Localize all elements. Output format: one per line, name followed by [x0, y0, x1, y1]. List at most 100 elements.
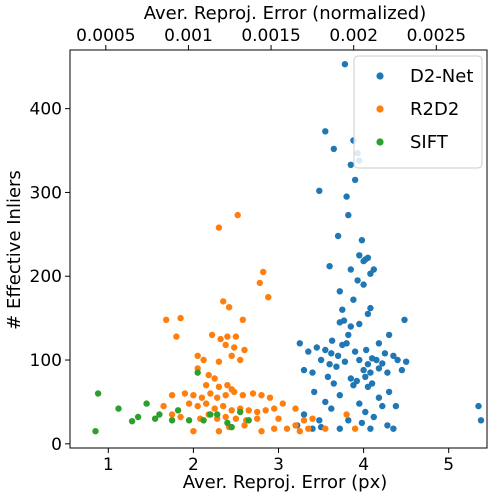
data-point	[300, 411, 308, 418]
data-point	[392, 402, 400, 410]
legend: D2-Net R2D2 SIFT	[353, 55, 483, 169]
y-tick-label: 300	[30, 183, 62, 203]
data-point	[214, 394, 221, 401]
data-point	[168, 411, 176, 418]
data-point	[156, 411, 163, 418]
x-tick-label: 1	[103, 455, 114, 475]
data-point	[360, 281, 367, 288]
data-point	[128, 418, 136, 425]
data-point	[254, 415, 261, 422]
data-point	[356, 356, 363, 364]
data-point	[207, 390, 214, 397]
data-point	[254, 408, 261, 416]
y-tick-label: 200	[30, 267, 62, 287]
data-point	[375, 365, 383, 372]
data-point	[358, 419, 366, 427]
x-tick-label: 5	[443, 455, 454, 475]
data-point	[309, 369, 316, 376]
data-point	[275, 415, 282, 422]
data-point	[258, 428, 265, 435]
data-point	[177, 314, 184, 322]
data-point	[151, 415, 159, 422]
data-point	[367, 369, 374, 376]
data-point	[194, 402, 201, 410]
legend-marker	[376, 138, 384, 146]
legend-marker	[376, 72, 384, 80]
data-point	[174, 407, 182, 414]
data-point	[334, 352, 342, 359]
top-axis-ticks: 0.0005 0.001 0.0015 0.002 0.0025	[76, 26, 466, 50]
data-point	[241, 422, 248, 429]
y-axis-ticks: 0 100 200 300 400	[30, 100, 70, 455]
y-tick-label: 0	[51, 435, 62, 455]
data-point	[324, 373, 332, 380]
data-point	[322, 425, 329, 432]
data-point	[245, 417, 252, 424]
data-point	[363, 346, 370, 354]
data-point	[322, 398, 329, 406]
data-point	[234, 211, 241, 219]
data-point	[228, 352, 235, 359]
data-point	[292, 405, 299, 412]
data-point	[384, 422, 391, 429]
data-point	[328, 337, 336, 344]
data-point	[379, 360, 386, 367]
data-point	[228, 423, 235, 431]
data-point	[232, 333, 240, 340]
data-point	[375, 394, 383, 401]
data-point	[245, 407, 252, 414]
data-point	[305, 348, 312, 355]
data-point	[143, 400, 150, 407]
data-point	[163, 316, 170, 323]
data-point	[300, 366, 308, 374]
data-point	[292, 422, 299, 429]
data-point	[283, 425, 291, 432]
data-point	[356, 400, 363, 407]
data-point	[239, 392, 246, 399]
x-tick-label: 3	[273, 455, 284, 475]
data-point	[356, 320, 363, 328]
legend-label: D2-Net	[410, 66, 473, 87]
data-point	[200, 417, 207, 424]
x-tick-label: 2	[188, 455, 199, 475]
data-point	[341, 358, 349, 365]
data-point	[390, 352, 397, 359]
data-point	[317, 356, 325, 364]
data-point	[384, 369, 391, 376]
legend-label: SIFT	[410, 132, 449, 153]
data-point	[343, 193, 350, 200]
data-point	[360, 366, 367, 374]
data-point	[265, 294, 272, 301]
data-point	[347, 266, 354, 273]
data-point	[256, 279, 263, 287]
data-point	[203, 400, 210, 407]
data-point	[350, 296, 357, 303]
data-point	[336, 392, 343, 399]
data-point	[241, 346, 248, 354]
data-point	[260, 268, 267, 276]
data-point	[354, 277, 361, 284]
data-point	[311, 388, 318, 396]
data-point	[330, 145, 337, 153]
y-tick-label: 100	[30, 351, 62, 371]
top-tick-label: 0.0005	[76, 26, 135, 46]
plot-area	[92, 60, 485, 435]
top-tick-label: 0.0025	[407, 26, 466, 46]
data-point	[214, 411, 221, 418]
data-point	[336, 319, 343, 326]
data-point	[194, 352, 201, 359]
data-point	[173, 333, 180, 340]
series-r2d2	[160, 211, 359, 435]
data-point	[194, 369, 201, 376]
data-point	[181, 390, 189, 397]
data-point	[328, 350, 335, 357]
data-point	[220, 298, 227, 305]
data-point	[190, 428, 197, 435]
data-point	[215, 224, 223, 231]
data-point	[351, 348, 359, 355]
data-point	[390, 425, 397, 432]
data-point	[379, 402, 386, 410]
data-point	[394, 356, 401, 364]
data-point	[322, 346, 329, 354]
